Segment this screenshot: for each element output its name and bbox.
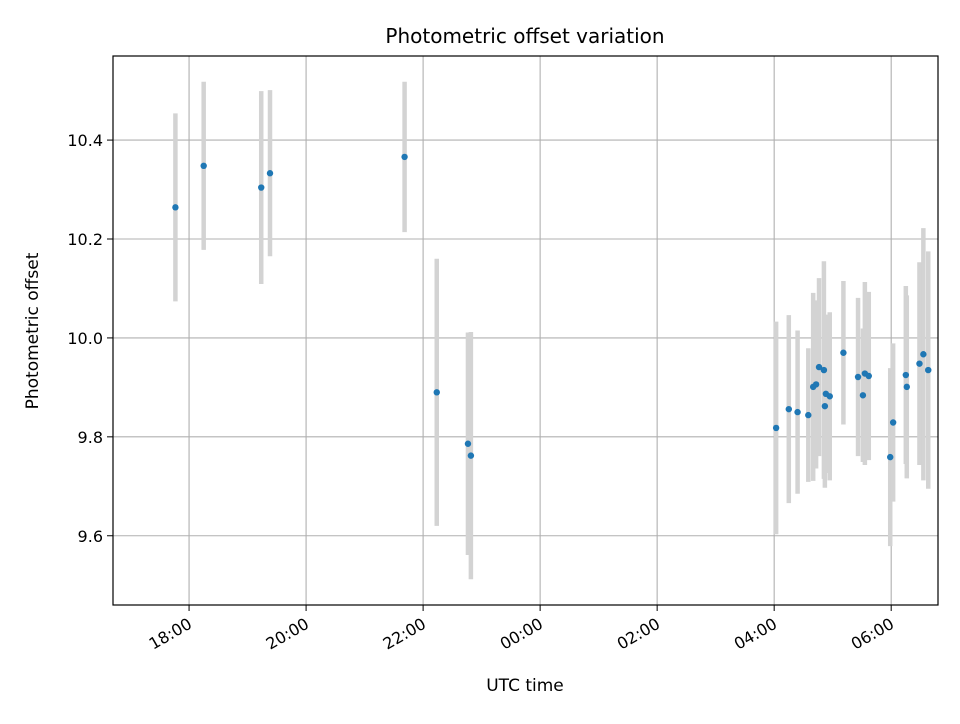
y-tick-label: 10.4 [67, 131, 103, 150]
data-point [887, 453, 894, 461]
data-point [258, 184, 265, 191]
data-point [815, 363, 823, 371]
data-point [785, 405, 792, 413]
data-point [464, 440, 472, 447]
data-point [812, 381, 820, 388]
plot-frame [112, 55, 939, 606]
data-point [200, 162, 207, 169]
y-axis-label: Photometric offset [23, 252, 43, 409]
x-axis-label: UTC time [486, 676, 564, 696]
data-point [820, 366, 828, 374]
data-point [805, 411, 812, 419]
grid-lines [113, 56, 938, 605]
y-axis-ticks: 9.6 9.8 10.0 10.2 10.4 [67, 131, 113, 546]
data-point [826, 393, 833, 400]
data-point [821, 402, 829, 410]
chart-title: Photometric offset variation [385, 24, 664, 48]
data-point [772, 424, 780, 432]
data-point [903, 383, 910, 391]
data-point [401, 153, 408, 161]
y-tick-label: 9.6 [78, 527, 103, 546]
data-point [840, 349, 847, 356]
data-point [854, 373, 862, 381]
data-point [916, 360, 923, 367]
data-point [859, 392, 867, 399]
data-markers [172, 153, 932, 461]
data-point [889, 419, 897, 426]
data-point [920, 351, 927, 358]
data-point [865, 372, 872, 380]
data-point [794, 408, 801, 416]
data-point [172, 204, 179, 211]
data-point [902, 371, 910, 379]
y-tick-label: 10.0 [67, 329, 103, 348]
y-tick-label: 10.2 [67, 230, 103, 249]
data-point [266, 170, 274, 177]
data-point [467, 452, 475, 459]
data-point [925, 366, 932, 374]
y-tick-label: 9.8 [78, 428, 103, 447]
data-point [433, 389, 440, 396]
